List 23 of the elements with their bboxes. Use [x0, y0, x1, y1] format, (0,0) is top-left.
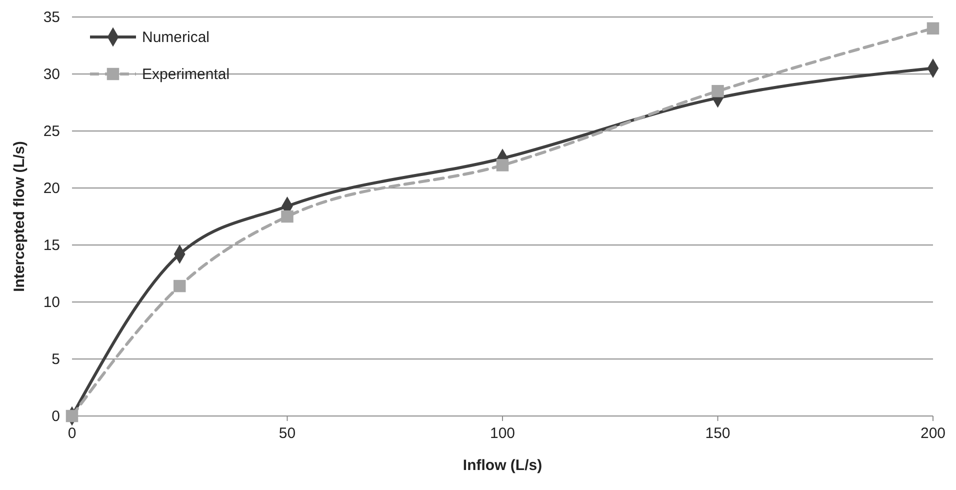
- y-tick-label: 5: [52, 351, 60, 368]
- x-tick-label: 0: [68, 425, 76, 442]
- point: [281, 210, 294, 223]
- y-tick-label: 15: [43, 237, 60, 254]
- y-tick-label: 30: [43, 66, 60, 83]
- legend-label: Numerical: [142, 29, 210, 46]
- point: [496, 159, 509, 172]
- y-tick-label: 35: [43, 9, 60, 26]
- y-tick-label: 0: [52, 408, 60, 425]
- point: [66, 410, 78, 422]
- x-tick-label: 100: [490, 425, 516, 442]
- point: [926, 22, 940, 35]
- x-axis-title: Inflow (L/s): [462, 457, 542, 474]
- y-tick-label: 10: [43, 294, 60, 311]
- y-axis-title: Intercepted flow (L/s): [11, 141, 28, 292]
- x-tick-label: 150: [705, 425, 730, 442]
- point: [174, 280, 186, 292]
- x-tick-label: 200: [920, 425, 946, 442]
- y-tick-label: 25: [43, 123, 60, 140]
- y-tick-label: 20: [43, 180, 60, 197]
- legend-label: Experimental: [142, 66, 230, 83]
- point: [712, 84, 724, 98]
- x-tick-label: 50: [278, 425, 296, 442]
